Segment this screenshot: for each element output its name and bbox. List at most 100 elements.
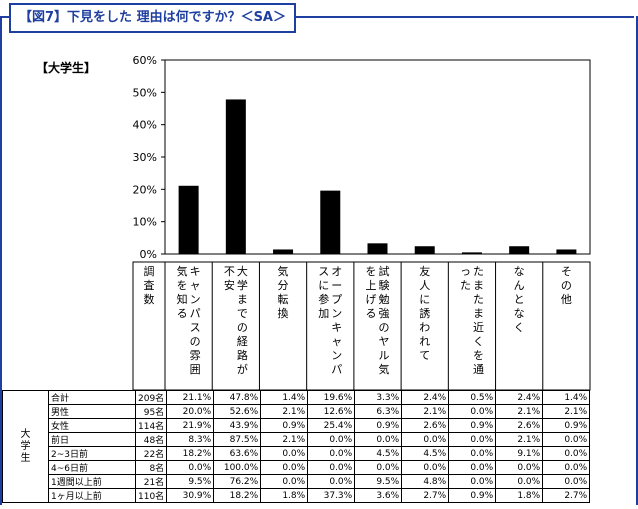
category-label: 換 — [278, 307, 289, 320]
table-row: 4~6日前 8名 0.0% 100.0% 0.0% 0.0% 0.0% 0.0% 0.0% 0.0… — [3, 460, 591, 475]
y-tick-label: 20% — [133, 183, 157, 196]
category-label: 加 — [318, 307, 329, 320]
row-value: 21.9% — [166, 418, 215, 433]
row-value: 3.3% — [354, 390, 403, 405]
panel-frame-right — [636, 16, 638, 505]
row-label: 4~6日前 — [48, 460, 136, 475]
category-label: 気 — [278, 264, 289, 278]
category-label: 通 — [473, 363, 484, 376]
category-label: る — [177, 307, 188, 320]
category-label: わ — [419, 321, 430, 334]
row-value: 9.1% — [495, 446, 544, 461]
bar — [556, 249, 577, 254]
row-value: 4.8% — [401, 474, 450, 489]
category-label: 勉 — [379, 292, 390, 306]
category-label: く — [514, 321, 525, 334]
row-value: 9.5% — [166, 474, 215, 489]
row-value: 0.5% — [448, 390, 497, 405]
row-label: 男性 — [48, 404, 136, 419]
row-label: 1ヶ月以上前 — [48, 488, 136, 503]
row-value: 9.5% — [354, 474, 403, 489]
row-value: 0.0% — [448, 404, 497, 419]
category-label: キ — [190, 265, 201, 278]
category-label: を — [366, 265, 377, 278]
count-header-label: 査 — [144, 278, 155, 292]
row-count: 114名 — [134, 418, 168, 433]
y-tick-label: 0% — [140, 248, 157, 261]
row-value: 2.6% — [495, 418, 544, 433]
row-label: 1週間以上前 — [48, 474, 136, 489]
row-value: 0.0% — [448, 432, 497, 447]
category-label: 安 — [224, 278, 235, 292]
row-value: 0.0% — [307, 446, 356, 461]
row-label: 2~3日前 — [48, 446, 136, 461]
category-label: げ — [366, 293, 377, 306]
row-value: 2.4% — [495, 390, 544, 405]
row-value: 2.1% — [495, 404, 544, 419]
category-label: の — [237, 321, 248, 334]
bar — [320, 190, 341, 254]
category-label: 近 — [473, 321, 484, 334]
category-label: 囲 — [190, 363, 201, 376]
category-label: の — [561, 279, 572, 292]
y-tick-label: 50% — [133, 86, 157, 99]
category-label: を — [473, 349, 484, 362]
category-label: に — [419, 293, 430, 306]
row-count: 48名 — [134, 432, 168, 447]
row-value: 2.1% — [401, 404, 450, 419]
row-count: 95名 — [134, 404, 168, 419]
row-value: 0.0% — [166, 460, 215, 475]
row-value: 0.0% — [401, 432, 450, 447]
row-value: 0.9% — [260, 418, 309, 433]
bar — [273, 249, 294, 254]
category-label: と — [514, 293, 525, 306]
row-label: 女性 — [48, 418, 136, 433]
bar — [367, 243, 388, 254]
category-label: オ — [331, 265, 342, 278]
row-value: 4.5% — [401, 446, 450, 461]
row-value: 0.0% — [401, 460, 450, 475]
row-count: 22名 — [134, 446, 168, 461]
category-label: 転 — [278, 293, 289, 306]
row-value: 30.9% — [166, 488, 215, 503]
row-value: 52.6% — [213, 404, 262, 419]
category-label: そ — [561, 265, 572, 278]
row-value: 0.0% — [542, 474, 591, 489]
y-tick-label: 30% — [133, 151, 157, 164]
row-value: 43.9% — [213, 418, 262, 433]
category-label: ン — [331, 349, 342, 362]
row-value: 1.8% — [260, 488, 309, 503]
category-label: 知 — [177, 292, 188, 306]
category-label: 路 — [237, 349, 248, 362]
category-label: 友 — [419, 264, 430, 278]
count-header-label: 調 — [144, 264, 155, 278]
row-value: 4.5% — [354, 446, 403, 461]
category-label: パ — [331, 363, 342, 376]
category-label: で — [237, 307, 248, 320]
y-tick-label: 40% — [133, 119, 157, 132]
row-value: 18.2% — [166, 446, 215, 461]
row-count: 8名 — [134, 460, 168, 475]
category-label: ス — [318, 265, 329, 278]
category-label: て — [419, 349, 430, 362]
category-label: の — [379, 321, 390, 334]
category-label: た — [473, 293, 484, 306]
row-value: 87.5% — [213, 432, 262, 447]
row-value: 0.0% — [307, 474, 356, 489]
row-value: 0.0% — [354, 460, 403, 475]
bar — [509, 246, 530, 254]
row-value: 1.8% — [495, 488, 544, 503]
category-label: っ — [460, 265, 471, 278]
category-label: 人 — [419, 279, 430, 292]
category-label: 大 — [237, 264, 248, 278]
row-value: 37.3% — [307, 488, 356, 503]
bar — [461, 252, 482, 254]
row-value: 100.0% — [213, 460, 262, 475]
table-row: 男性 95名 20.0% 52.6% 2.1% 12.6% 6.3% 2.1% 0.0% 2.1%… — [3, 404, 591, 419]
category-label: る — [366, 307, 377, 320]
figure-title: 【図7】下見をした 理由は何ですか？＜SA＞ — [9, 3, 296, 33]
row-value: 0.0% — [307, 432, 356, 447]
row-value: 1.4% — [542, 390, 591, 405]
y-tick-label: 10% — [133, 216, 157, 229]
